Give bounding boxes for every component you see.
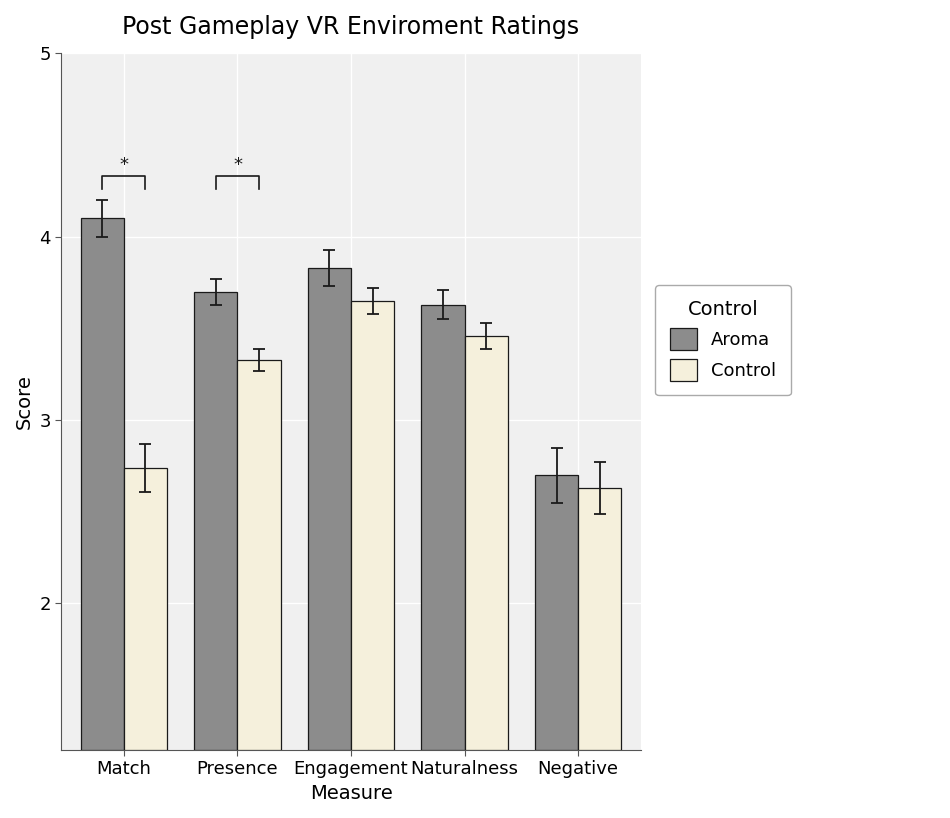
Text: *: * [120, 156, 128, 174]
X-axis label: Measure: Measure [310, 784, 392, 803]
Bar [579, 488, 621, 750]
Bar [465, 335, 507, 750]
Bar [195, 292, 238, 750]
Text: *: * [233, 156, 242, 174]
Bar [308, 268, 351, 750]
Bar [422, 304, 465, 750]
Title: Post Gameplay VR Enviroment Ratings: Post Gameplay VR Enviroment Ratings [123, 15, 580, 39]
Y-axis label: Score: Score [15, 375, 34, 429]
Bar [81, 218, 124, 750]
Bar [351, 301, 394, 750]
Legend: Aroma, Control: Aroma, Control [656, 285, 791, 395]
Bar [124, 468, 167, 750]
Bar [238, 360, 280, 750]
Bar [535, 475, 579, 750]
